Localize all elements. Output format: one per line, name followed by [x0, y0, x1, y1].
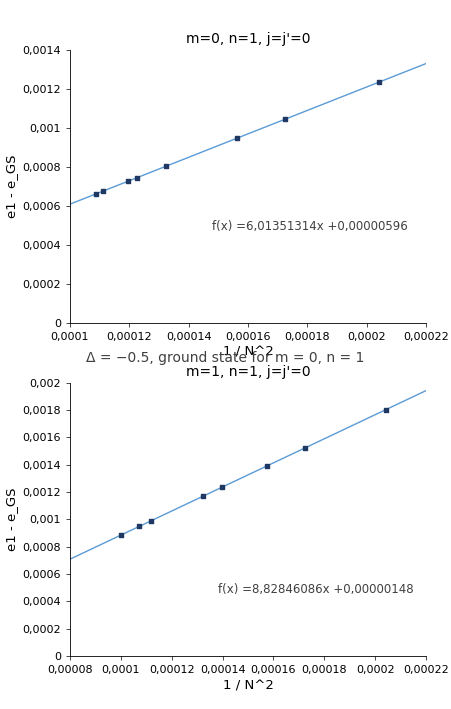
Title: m=0, n=1, j=j'=0: m=0, n=1, j=j'=0	[186, 32, 310, 45]
Point	[99, 186, 106, 197]
X-axis label: 1 / N^2: 1 / N^2	[223, 346, 273, 359]
Point	[301, 442, 308, 454]
Point	[375, 77, 382, 88]
Point	[133, 172, 140, 184]
Text: Δ = −0.5, ground state for m = 0, n = 1: Δ = −0.5, ground state for m = 0, n = 1	[86, 351, 365, 365]
Text: f(x) =6,01351314x +0,00000596: f(x) =6,01351314x +0,00000596	[212, 220, 408, 233]
Point	[234, 133, 241, 144]
Point	[118, 529, 125, 540]
Point	[281, 113, 289, 125]
Point	[147, 515, 154, 527]
Point	[92, 189, 99, 200]
Point	[263, 460, 271, 471]
Y-axis label: e1 - e_GS: e1 - e_GS	[5, 488, 18, 551]
Text: f(x) =8,82846086x +0,00000148: f(x) =8,82846086x +0,00000148	[217, 583, 413, 596]
Point	[199, 491, 207, 502]
Title: m=1, n=1, j=j'=0: m=1, n=1, j=j'=0	[186, 365, 310, 379]
X-axis label: 1 / N^2: 1 / N^2	[223, 679, 273, 692]
Point	[162, 161, 169, 172]
Point	[124, 176, 131, 187]
Point	[219, 481, 226, 493]
Y-axis label: e1 - e_GS: e1 - e_GS	[5, 155, 18, 218]
Point	[135, 521, 143, 532]
Point	[382, 404, 389, 415]
